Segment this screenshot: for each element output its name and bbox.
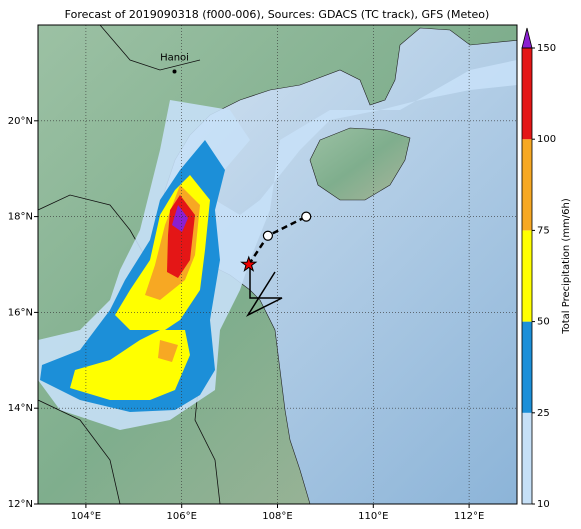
map-area: Hanoi xyxy=(38,25,517,504)
x-tick-label: 108°E xyxy=(262,511,292,522)
colorbar-band xyxy=(522,412,532,504)
x-tick-label: 110°E xyxy=(358,511,388,522)
precip-150 xyxy=(172,205,188,232)
track-layer: Hanoi xyxy=(160,52,312,272)
colorbar-tick-label: 25 xyxy=(537,408,550,419)
x-tick-label: 104°E xyxy=(71,511,101,522)
precip-100 xyxy=(167,195,195,278)
colorbar-band xyxy=(522,139,532,231)
y-tick-label: 12°N xyxy=(8,499,33,510)
colorbar-tick-label: 50 xyxy=(537,317,550,328)
colorbar-extend xyxy=(521,27,533,49)
x-tick-label: 112°E xyxy=(454,511,484,522)
colorbar-band xyxy=(522,321,532,413)
place-marker xyxy=(172,69,177,74)
colorbar: 10 25 50 75 100 150 xyxy=(521,27,556,510)
map-title: Forecast of 2019090318 (f000-006), Sourc… xyxy=(65,8,490,21)
colorbar-frame xyxy=(521,47,533,505)
colorbar-tick-label: 150 xyxy=(537,43,556,54)
track-point xyxy=(262,230,274,241)
y-tick-label: 14°N xyxy=(8,403,33,414)
colorbar-tick-label: 10 xyxy=(537,499,550,510)
colorbar-tick-label: 100 xyxy=(537,134,556,145)
x-tick-label: 106°E xyxy=(166,511,196,522)
y-tick-label: 16°N xyxy=(8,307,33,318)
colorbar-label: Total Precipitation (mm/6h) xyxy=(561,198,572,335)
island xyxy=(309,127,411,201)
grid-layer xyxy=(38,25,517,504)
colorbar-band xyxy=(522,48,532,140)
colorbar-band xyxy=(522,230,532,322)
track-past xyxy=(245,263,283,317)
y-tick-label: 18°N xyxy=(8,212,33,223)
storm-position xyxy=(240,255,258,272)
y-tick-label: 20°N xyxy=(8,116,33,127)
colorbar-tick-label: 75 xyxy=(537,225,550,236)
track-point xyxy=(301,211,312,222)
place-label: Hanoi xyxy=(160,52,189,63)
